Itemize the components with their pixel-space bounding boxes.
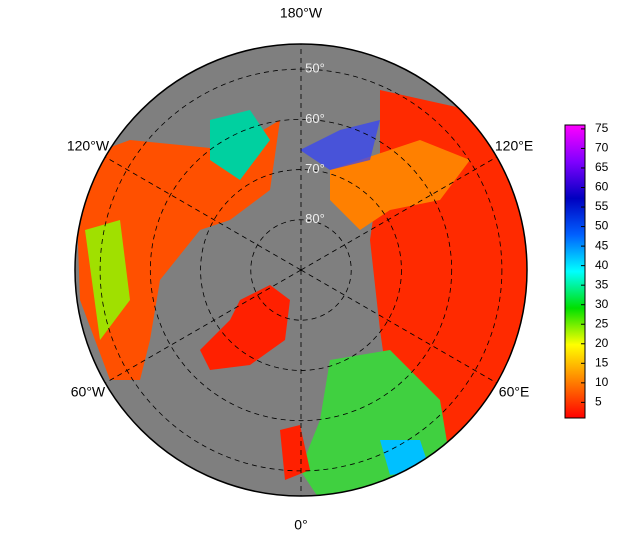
north-america-field-mid bbox=[85, 220, 130, 340]
meridian-label: 120°W bbox=[67, 138, 110, 154]
meridian bbox=[300, 269, 497, 384]
colorbar-tick-label: 75 bbox=[595, 121, 609, 135]
parallel bbox=[149, 118, 453, 422]
colorbar-tick-label: 35 bbox=[595, 277, 609, 291]
parallel-label: 70° bbox=[305, 161, 325, 176]
map-boundary bbox=[74, 43, 528, 497]
parallel-label: 60° bbox=[305, 111, 325, 126]
meridian bbox=[300, 156, 497, 271]
meridian bbox=[105, 156, 302, 271]
colorbar-tick-label: 55 bbox=[595, 199, 609, 213]
colorbar-tick-label: 70 bbox=[595, 141, 609, 155]
colorbar-tick-label: 60 bbox=[595, 180, 609, 194]
colorbar-tick-label: 50 bbox=[595, 219, 609, 233]
north-america-field bbox=[75, 120, 280, 380]
parallel-label: 50° bbox=[305, 61, 325, 76]
chukotka-field bbox=[300, 120, 380, 170]
colorbar-tick-label: 15 bbox=[595, 355, 609, 369]
meridian-label: 180°W bbox=[280, 5, 323, 21]
colorbar-tick-label: 10 bbox=[595, 375, 609, 389]
data-field bbox=[75, 90, 527, 496]
parallel bbox=[250, 219, 352, 321]
colorbar-tick-label: 25 bbox=[595, 316, 609, 330]
alaska-field bbox=[210, 110, 270, 180]
meridian-label: 60°W bbox=[71, 384, 106, 400]
siberia-field bbox=[330, 140, 470, 230]
meridian-label: 120°E bbox=[495, 138, 533, 154]
colorbar-tick-label: 20 bbox=[595, 336, 609, 350]
greenland-field bbox=[200, 285, 290, 370]
meridian-label: 60°E bbox=[499, 384, 530, 400]
colorbar-tick-label: 65 bbox=[595, 160, 609, 174]
parallel-label: 80° bbox=[305, 211, 325, 226]
meridian-label: 0° bbox=[294, 517, 307, 533]
meridian bbox=[105, 269, 302, 384]
british-isles-field bbox=[280, 425, 310, 480]
graticule bbox=[99, 44, 503, 496]
colorbar-tick-label: 45 bbox=[595, 238, 609, 252]
colorbar-tick-label: 5 bbox=[595, 395, 602, 409]
colorbar bbox=[564, 124, 586, 419]
colorbar-tick-label: 40 bbox=[595, 258, 609, 272]
colorbar-tick-label: 30 bbox=[595, 297, 609, 311]
